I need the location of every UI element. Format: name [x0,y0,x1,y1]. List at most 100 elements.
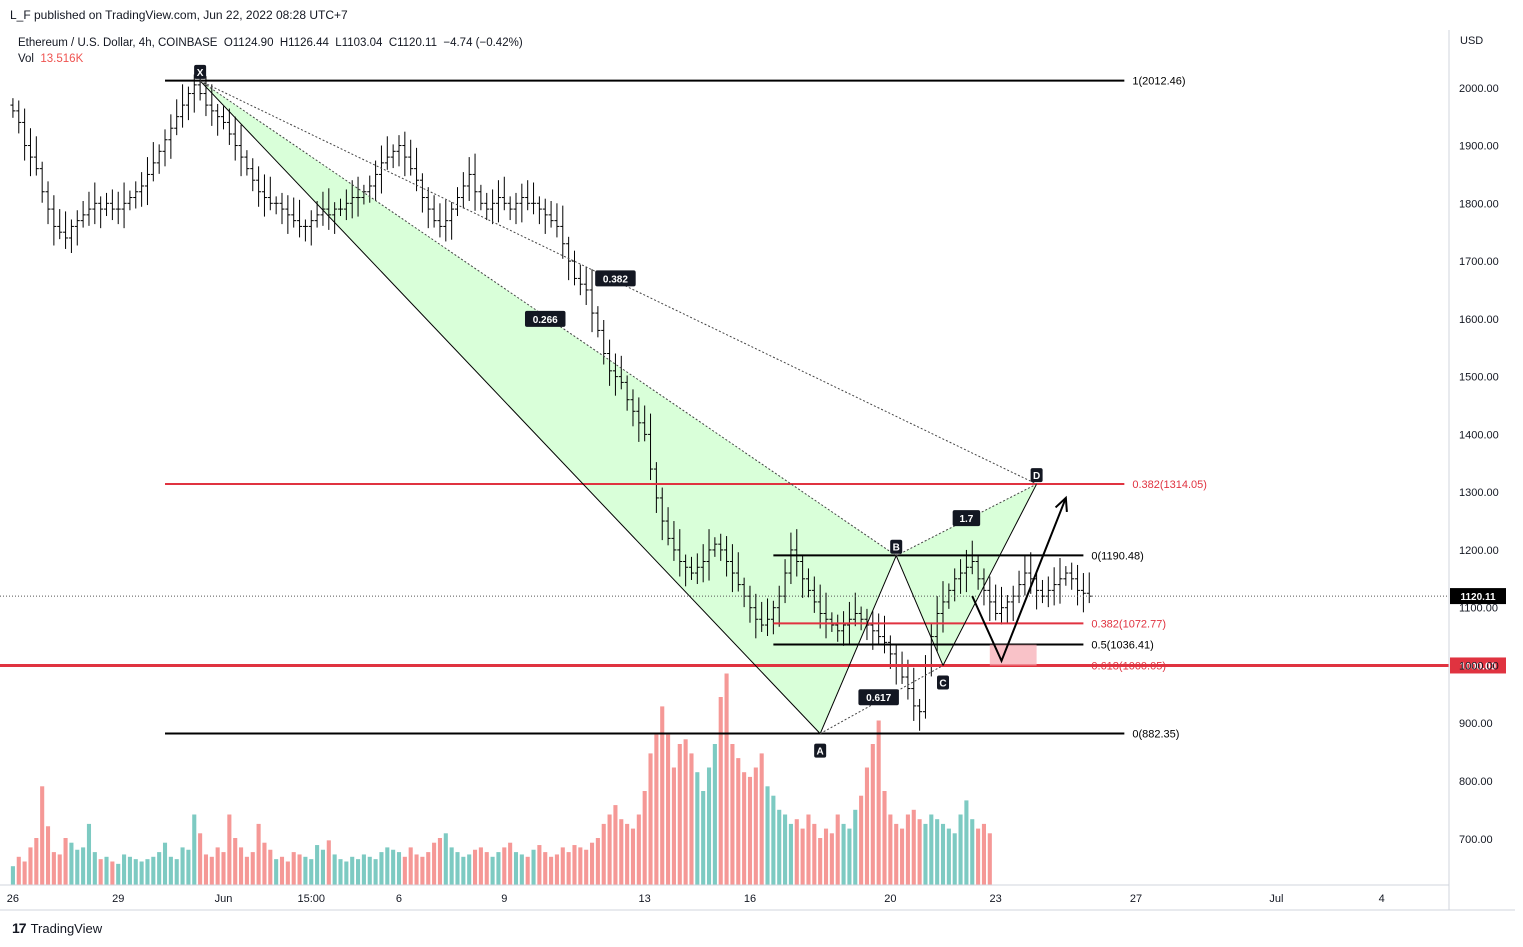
ohlc-bar [577,264,583,296]
volume-bar [356,859,361,885]
symbol-row[interactable]: Ethereum / U.S. Dollar, 4h, COINBASE O11… [18,35,523,51]
volume-bar [677,744,682,885]
ohlc-bar [665,507,671,546]
currency-label: USD [1460,35,1483,47]
volume-bar [818,838,823,885]
ohlc-bar [68,219,74,253]
pattern-leg [895,555,944,666]
pattern-point-label: A [817,747,824,758]
ohlc-bar [267,176,273,211]
volume-bar [935,819,940,885]
ohlc-bar [765,598,771,637]
ohlc-bar [531,182,537,215]
fib-level-label: 0.382(1072.77) [1091,618,1166,630]
volume-bar [344,861,349,885]
volume-bar [239,847,244,885]
ohlc-bar [969,540,975,575]
volume-bar [660,706,665,885]
ohlc-bar [156,144,162,174]
ohlc-bar [390,144,396,169]
ohlc-bar [109,189,115,221]
volume-bar [34,838,39,885]
ohlc-bar [805,568,811,598]
volume-bar [303,856,308,885]
volume-bar [566,852,571,885]
pattern-point-badge [890,539,903,554]
ohlc-bar [256,166,262,207]
target-zone [989,644,1037,666]
volume-bar [437,838,442,885]
volume-bar [496,852,501,885]
volume-bar [578,847,583,885]
volume-bar [256,823,261,885]
volume-row[interactable]: Vol 13.516K [18,51,523,67]
ohlc-bar [542,198,548,234]
ohlc-bar [320,191,326,226]
volume-bar [320,849,326,885]
ohlc-bar [841,611,847,646]
volume-bar [22,861,27,885]
price-tick-label: 900.00 [1459,718,1493,730]
ohlc-bar [870,611,876,650]
ohlc-bar [1004,594,1010,623]
ohlc-bar [378,145,384,194]
ohlc-bar [1086,572,1092,604]
volume-bar [326,840,331,885]
xab-triangle [200,80,897,734]
volume-bar [432,842,437,885]
tradingview-logo[interactable]: 17 TradingView [12,920,102,936]
ohlc-bar [536,196,542,225]
price-tick-label: 1300.00 [1459,487,1499,499]
ohlc-bar [963,549,969,593]
pattern-point-label: B [893,543,900,554]
ohlc-bar [27,128,33,177]
pattern-leg [942,483,1038,666]
ohlc-bar [396,135,402,167]
volume-bar [712,744,717,885]
ohlc-bar [63,211,69,249]
volume-bar [244,856,249,885]
volume-bar [379,852,384,885]
ohlc-bar [332,202,338,234]
volume-bar [309,859,314,885]
volume-bar [361,854,366,885]
volume-bar [227,814,232,885]
ohlc-bar [1057,558,1063,604]
ohlc-bar [361,184,367,205]
volume-bar [525,856,530,885]
ohlc-bar [244,150,250,176]
ohlc-bar [1063,566,1069,586]
time-tick-label: 4 [1379,893,1385,905]
volume-bar [888,814,893,885]
volume-bar [642,791,647,885]
ohlc-bar [642,405,648,442]
ohlc-bar [449,202,455,240]
ohlc-bar [367,175,373,203]
ohlc-bar [238,124,244,177]
volume-bar [800,828,805,885]
volume-bar [841,823,846,885]
ohlc-bar [671,521,677,561]
ohlc-bar [180,84,186,128]
volume-bar [847,828,852,885]
volume-bar [671,767,676,885]
volume-bar [753,767,758,885]
volume-bar [783,814,788,885]
volume-bar [233,838,238,885]
volume-bar [747,776,753,885]
volume-bar [543,852,548,885]
ohlc-bar [261,174,267,217]
ohlc-bar [718,533,724,561]
ohlc-bar [788,532,794,585]
price-tick-label: 700.00 [1459,834,1493,846]
ohlc-bar [460,172,466,209]
volume-bar [952,833,957,885]
ohlc-bar [548,201,554,228]
ratio-label: 1.7 [959,514,973,525]
price-tick-label: 1200.00 [1459,545,1499,557]
volume-bar [168,856,173,885]
ohlc-bar [168,114,174,159]
ohlc-bar [958,559,964,594]
ohlc-bar [384,136,390,170]
